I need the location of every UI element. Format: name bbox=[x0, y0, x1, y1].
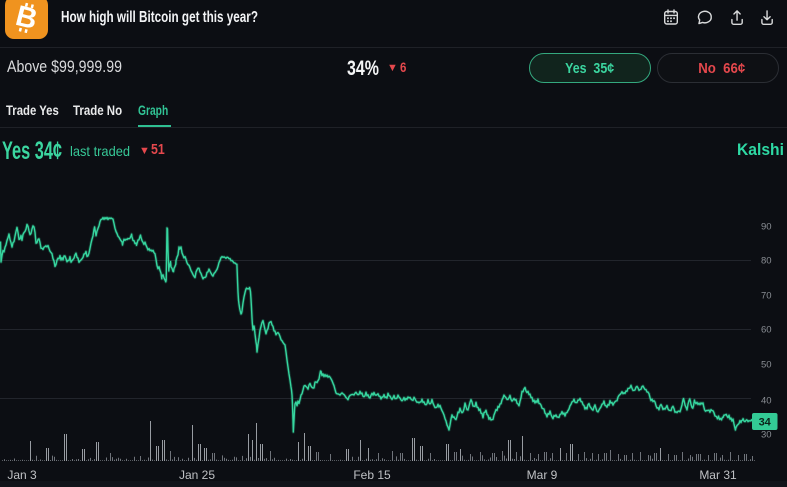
svg-text:Jan 25: Jan 25 bbox=[179, 468, 215, 482]
svg-text:70: 70 bbox=[761, 291, 772, 302]
svg-text:30: 30 bbox=[761, 430, 772, 441]
svg-text:60: 60 bbox=[761, 325, 772, 336]
svg-text:40: 40 bbox=[761, 396, 772, 407]
svg-text:80: 80 bbox=[761, 256, 772, 267]
svg-text:Mar 31: Mar 31 bbox=[699, 468, 737, 482]
svg-text:34: 34 bbox=[759, 417, 772, 429]
svg-text:50: 50 bbox=[761, 360, 772, 371]
svg-text:Mar 9: Mar 9 bbox=[527, 468, 558, 482]
svg-text:Feb 15: Feb 15 bbox=[353, 468, 391, 482]
svg-text:90: 90 bbox=[761, 222, 772, 233]
svg-text:Jan 3: Jan 3 bbox=[7, 468, 37, 482]
